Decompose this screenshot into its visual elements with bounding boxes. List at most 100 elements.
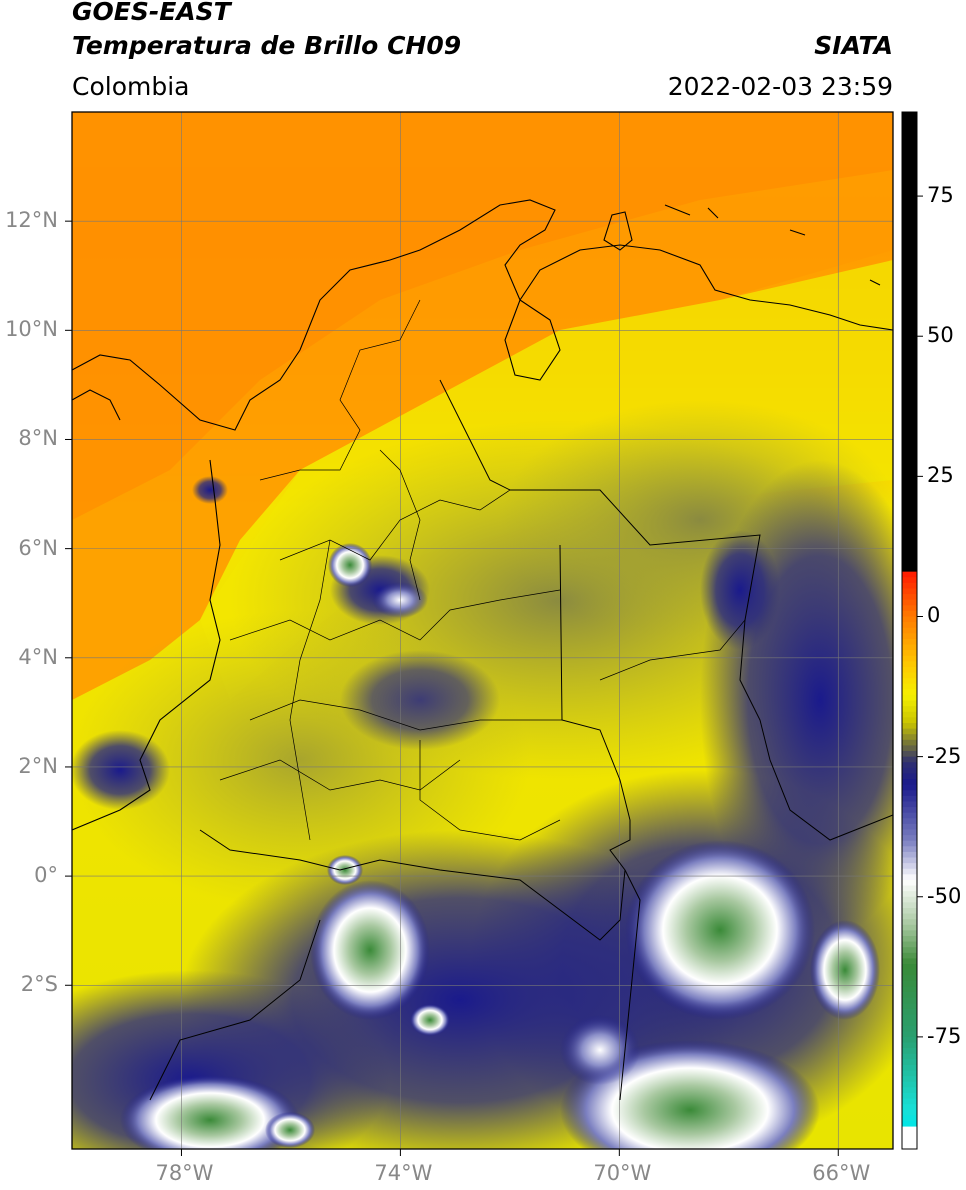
- colorbar-segment: [902, 252, 917, 259]
- colorbar-segment: [902, 992, 917, 999]
- coastlines: [72, 199, 893, 831]
- colorbar-segment: [902, 980, 917, 988]
- colorbar-segment: [902, 521, 917, 528]
- colorbar-segment: [902, 442, 917, 449]
- region-label: Colombia: [72, 72, 190, 101]
- colorbar-segment: [902, 773, 917, 780]
- colorbar-segment: [902, 1087, 917, 1094]
- lat-tick-label: 6°N: [18, 535, 58, 560]
- colorbar-segment: [902, 560, 917, 567]
- map-field: [72, 112, 893, 1149]
- colorbar-ticks: [917, 195, 923, 1038]
- colorbar-segment: [902, 1104, 917, 1111]
- colorbar-segment: [902, 179, 917, 186]
- colorbar-segment: [902, 117, 917, 124]
- colorbar-segment: [902, 1070, 917, 1077]
- colorbar-segment: [902, 779, 917, 786]
- colorbar-segment: [902, 196, 917, 203]
- colorbar-segment: [902, 128, 917, 136]
- colorbar-segment: [902, 829, 917, 836]
- navy-cell-1: [340, 650, 500, 750]
- colorbar-segment: [902, 616, 917, 623]
- colorbar-segment: [902, 1076, 917, 1083]
- colorbar-segment: [902, 173, 917, 180]
- cold-core-2: [310, 880, 430, 1020]
- colorbar-segment: [902, 717, 917, 724]
- colorbar-segment: [902, 610, 917, 618]
- colorbar-segment: [902, 229, 917, 236]
- colorbar-segment: [902, 577, 917, 584]
- map-frame: [71, 111, 894, 1150]
- lat-tick-label: 2°S: [20, 972, 58, 997]
- colorbar-segment: [902, 1098, 917, 1105]
- navy-cell-2: [72, 730, 170, 810]
- colorbar-segment: [902, 1048, 917, 1055]
- colorbar-segment: [902, 566, 917, 573]
- lon-tick-label: 70°W: [593, 1161, 652, 1185]
- panama-coast: [72, 389, 121, 421]
- dept-line-7: [419, 740, 561, 841]
- colorbar-segment: [902, 919, 917, 926]
- colorbar-segment: [902, 375, 917, 382]
- colorbar-segment: [902, 840, 917, 847]
- colorbar-segment: [902, 711, 917, 718]
- colorbar-segment: [902, 907, 917, 915]
- colorbar-segment: [902, 285, 917, 292]
- colorbar-segment: [902, 437, 917, 444]
- lat-tick-label: 8°N: [18, 426, 58, 451]
- colorbar-segment: [902, 532, 917, 539]
- lat-tick-label: 0°: [34, 863, 58, 888]
- colorbar-segment: [902, 425, 917, 433]
- colorbar-segment: [902, 857, 917, 864]
- colorbar-segment: [902, 891, 917, 898]
- colorbar-segment: [902, 588, 917, 595]
- cold-core-4: [120, 1075, 300, 1149]
- colorbar-segment: [902, 762, 917, 769]
- lon-tick-label: 78°W: [155, 1161, 214, 1185]
- colorbar-segment: [902, 201, 917, 208]
- colorbar-segment: [902, 280, 917, 287]
- colorbar-segment: [902, 885, 917, 892]
- colorbar-segment: [902, 1109, 917, 1116]
- colorbar-segment: [902, 706, 917, 713]
- colorbar-segment: [902, 582, 917, 590]
- colorbar-segment: [902, 470, 917, 477]
- colorbar-segment: [902, 403, 917, 410]
- colorbar-segment: [902, 767, 917, 775]
- datetime-label: 2022-02-03 23:59: [667, 72, 893, 101]
- colorbar-segment: [902, 156, 917, 164]
- lat-tick-label: 4°N: [18, 644, 58, 669]
- colorbar-segment: [902, 700, 917, 707]
- colorbar-segment: [902, 246, 917, 253]
- colorbar-segment: [902, 224, 917, 231]
- colorbar-segment: [902, 140, 917, 147]
- cold-core-9: [372, 582, 428, 618]
- colorbar-segment: [902, 381, 917, 388]
- colorbar-segment: [902, 554, 917, 562]
- colorbar-segment: [902, 666, 917, 674]
- colorbar-tick-label: 0: [927, 603, 941, 628]
- dept-line-9: [379, 449, 421, 601]
- colombia-south-border: [199, 544, 631, 941]
- colorbar-segment: [902, 392, 917, 399]
- colombia-venezuela-border: [439, 379, 893, 841]
- axis-ticks: [65, 220, 839, 1156]
- colorbar-segment: [902, 543, 917, 550]
- colorbar-segment: [902, 997, 917, 1004]
- lat-tick-label: 2°N: [18, 753, 58, 778]
- dept-line-5: [219, 759, 461, 791]
- dept-line-8: [599, 619, 746, 681]
- colorbar-tick-label: 25: [927, 463, 954, 488]
- colorbar-segment: [902, 728, 917, 735]
- colorbar-segment: [902, 341, 917, 349]
- colorbar-segment: [902, 739, 917, 747]
- colorbar-segment: [902, 336, 917, 343]
- colorbar-segment: [902, 291, 917, 298]
- colorbar-segment: [902, 1059, 917, 1066]
- navy-cell-3: [192, 476, 228, 504]
- colorbar-segment: [902, 745, 917, 752]
- colorbar-segment: [902, 207, 917, 214]
- dept-line-4: [249, 699, 562, 731]
- colorbar-segment: [902, 823, 917, 831]
